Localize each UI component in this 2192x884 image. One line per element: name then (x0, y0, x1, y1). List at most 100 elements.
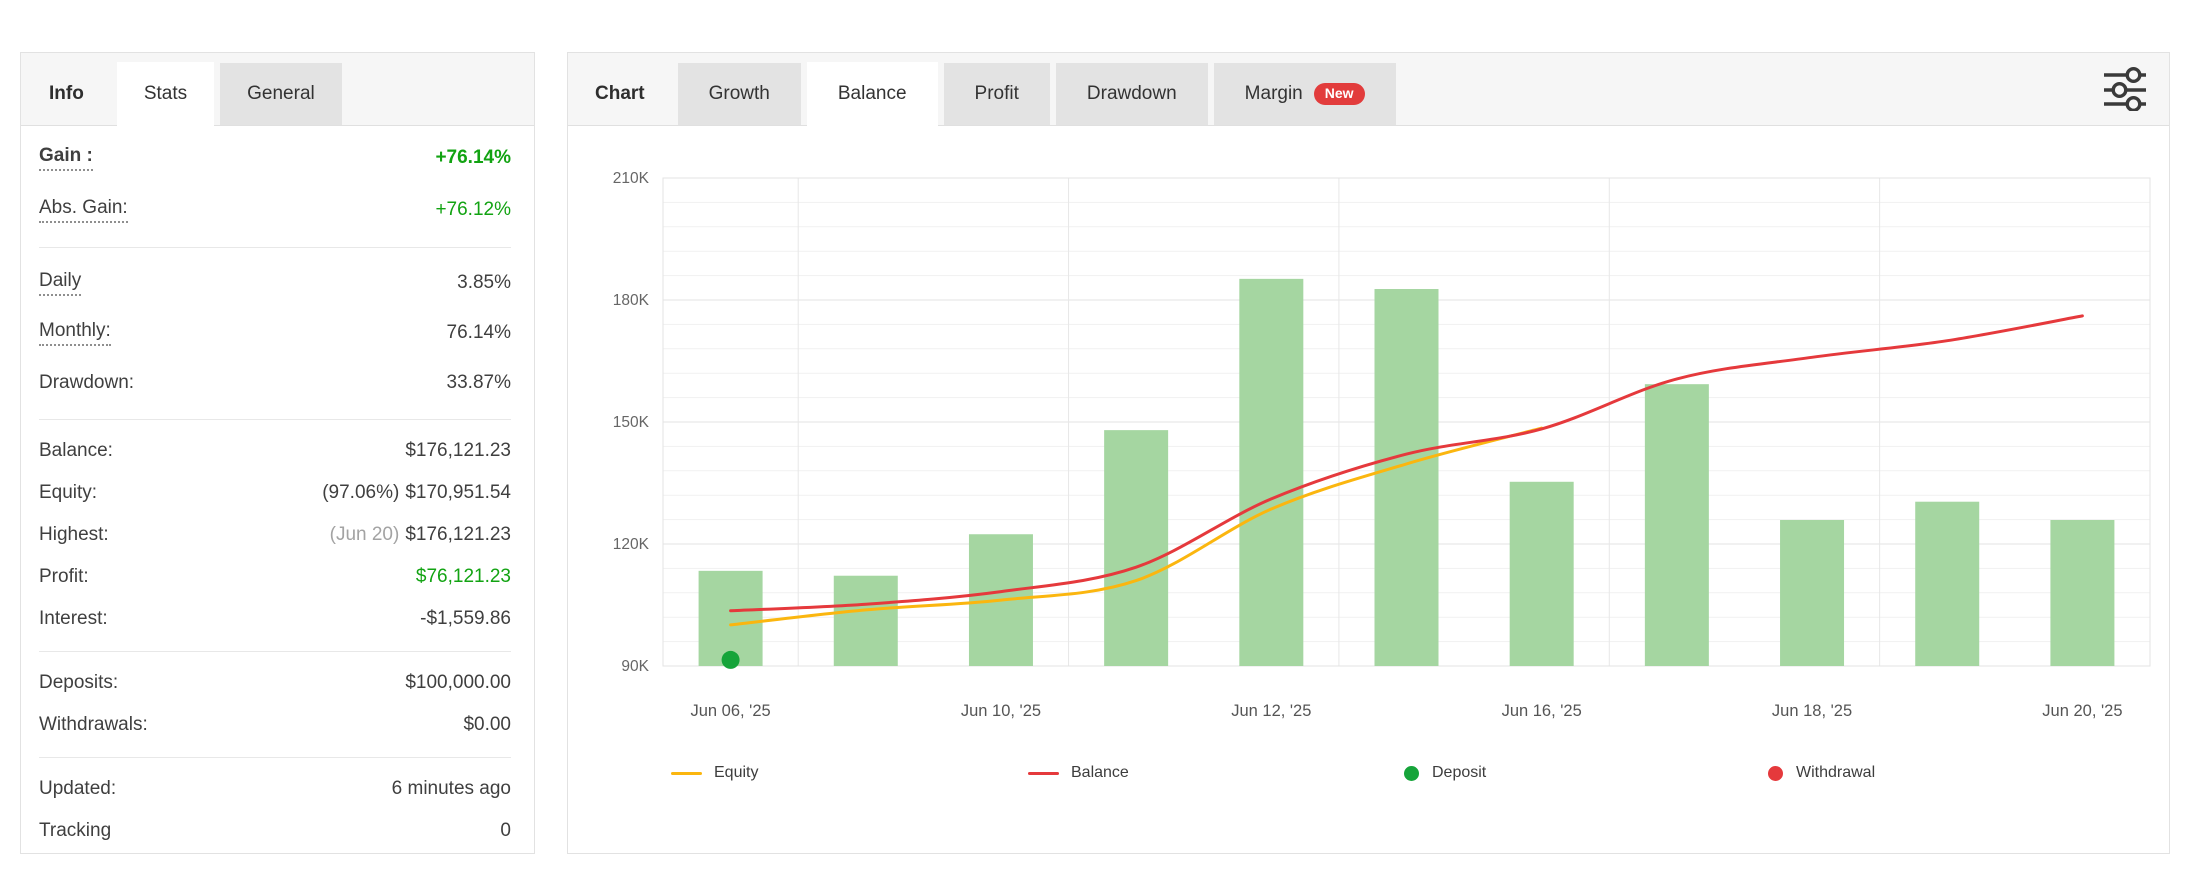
chart-tabstrip: Chart Growth Balance Profit Drawdown Margin Ne… (568, 53, 2169, 126)
bar-jun-13 (1374, 289, 1439, 666)
bar-jun-11 (1104, 430, 1169, 666)
tab-label: Balance (837, 83, 907, 104)
y-axis-label: 180K (613, 292, 650, 309)
stat-label[interactable]: Abs. Gain: (39, 197, 128, 223)
stat-value: 0 (500, 820, 511, 841)
stat-label[interactable]: Gain : (39, 145, 93, 171)
y-axis-label: 120K (613, 536, 650, 553)
x-axis-label: Jun 16, '25 (1502, 702, 1582, 720)
stat-row-highest: Highest: (Jun 20) $176,121.23 (39, 514, 511, 556)
stat-value: +76.12% (435, 199, 511, 220)
chart-legend: Equity Balance Deposit Withdrawal (568, 759, 2169, 787)
stats-divider (39, 419, 511, 420)
tab-info[interactable]: Info (49, 63, 84, 125)
tab-label: Margin (1244, 83, 1303, 104)
stat-row-interest: Interest: -$1,559.86 (39, 598, 511, 640)
stat-value: $76,121.23 (415, 566, 511, 587)
stat-row-tracking: Tracking 0 (39, 810, 511, 852)
stat-value-prefix: (Jun 20) (329, 524, 400, 545)
stat-value: (Jun 20) $176,121.23 (329, 524, 511, 545)
withdrawal-swatch (1768, 765, 1783, 781)
tab-label: Chart (595, 83, 645, 104)
x-axis-label: Jun 10, '25 (961, 702, 1041, 720)
chart-panel: Chart Growth Balance Profit Drawdown Margin Ne… (567, 52, 2170, 854)
bar-jun-17 (1644, 384, 1709, 666)
stat-label: Tracking (39, 820, 112, 841)
tab-label: Growth (708, 83, 770, 104)
legend-item-withdrawal[interactable]: Withdrawal (1768, 759, 1875, 787)
tab-stats[interactable]: Stats (116, 62, 215, 126)
stat-label[interactable]: Daily (39, 270, 82, 296)
stat-row-profit: Profit: $76,121.23 (39, 556, 511, 598)
bar-jun-10 (968, 534, 1033, 666)
x-axis-label: Jun 06, '25 (690, 702, 770, 720)
chart-settings-button[interactable] (2104, 66, 2146, 113)
bar-jun-09 (833, 575, 898, 666)
balance-bars (698, 278, 2115, 666)
bar-jun-19 (1915, 501, 1980, 666)
legend-label: Balance (1071, 764, 1129, 781)
tab-margin[interactable]: Margin New (1213, 63, 1396, 125)
stat-label[interactable]: Monthly: (39, 320, 111, 346)
stat-row-daily: Daily 3.85% (39, 258, 511, 308)
tab-label: Drawdown (1086, 83, 1177, 104)
stat-value: 33.87% (446, 372, 511, 393)
stat-value: $0.00 (463, 714, 511, 735)
balance-line (729, 314, 2084, 613)
stat-label: Drawdown: (39, 372, 135, 393)
bar-jun-12 (1239, 278, 1304, 666)
tab-label: Stats (143, 83, 188, 104)
deposit-marker (721, 650, 740, 669)
bar-jun-06 (698, 570, 763, 666)
stat-row-abs-gain: Abs. Gain: +76.12% (39, 184, 511, 236)
stat-label: Equity: (39, 482, 98, 503)
legend-label: Deposit (1432, 764, 1487, 781)
stat-row-withdrawals: Withdrawals: $0.00 (39, 704, 511, 746)
legend-item-deposit[interactable]: Deposit (1404, 759, 1486, 787)
stat-label: Deposits: (39, 672, 119, 693)
stat-row-gain: Gain : +76.14% (39, 132, 511, 184)
y-axis-label: 150K (613, 414, 650, 431)
stat-label: Balance: (39, 440, 113, 461)
bar-jun-20 (2050, 520, 2115, 666)
y-axis-label: 90K (621, 658, 649, 675)
stat-value: $100,000.00 (405, 672, 511, 693)
legend-item-equity[interactable]: Equity (671, 759, 758, 787)
stat-value-prefix: (97.06%) (322, 482, 400, 503)
legend-item-balance[interactable]: Balance (1028, 759, 1129, 787)
x-axis-label: Jun 12, '25 (1231, 702, 1311, 720)
stat-value: 3.85% (457, 272, 511, 293)
stats-divider (39, 247, 511, 248)
stat-value: 6 minutes ago (391, 778, 511, 799)
stats-divider (39, 757, 511, 758)
stats-list: Gain : +76.14% Abs. Gain: +76.12% Daily 3.85%… (21, 126, 534, 852)
tab-general[interactable]: General (220, 63, 342, 125)
stat-row-drawdown: Drawdown: 33.87% (39, 358, 511, 408)
stat-row-deposits: Deposits: $100,000.00 (39, 662, 511, 704)
deposit-swatch (1404, 765, 1419, 781)
legend-label: Equity (714, 764, 759, 781)
bar-jun-16 (1509, 481, 1574, 666)
stat-value: -$1,559.86 (420, 608, 511, 629)
tab-chart[interactable]: Chart (595, 63, 645, 125)
stat-label: Profit: (39, 566, 89, 587)
tab-drawdown[interactable]: Drawdown (1055, 63, 1208, 125)
tab-label: Profit (974, 83, 1019, 104)
tab-balance[interactable]: Balance (806, 62, 938, 126)
balance-swatch (1028, 771, 1059, 775)
stats-tabstrip: Info Stats General (21, 53, 534, 126)
stats-divider (39, 651, 511, 652)
stats-panel: Info Stats General Gain : +76.14% Abs. Gain:… (20, 52, 535, 854)
tab-growth[interactable]: Growth (677, 63, 801, 125)
balance-chart: 90K 120K 150K 180K 210K Jun 06, '25 Jun 10, '2… (568, 53, 2169, 853)
tab-profit[interactable]: Profit (943, 63, 1050, 125)
stat-value: +76.14% (435, 147, 511, 168)
equity-swatch (671, 771, 702, 775)
stat-row-equity: Equity: (97.06%) $170,951.54 (39, 472, 511, 514)
new-badge: New (1313, 83, 1365, 105)
equity-line (729, 426, 1544, 627)
stat-value: 76.14% (446, 322, 511, 343)
stat-label: Interest: (39, 608, 108, 629)
stat-label: Withdrawals: (39, 714, 148, 735)
stat-row-balance: Balance: $176,121.23 (39, 430, 511, 472)
